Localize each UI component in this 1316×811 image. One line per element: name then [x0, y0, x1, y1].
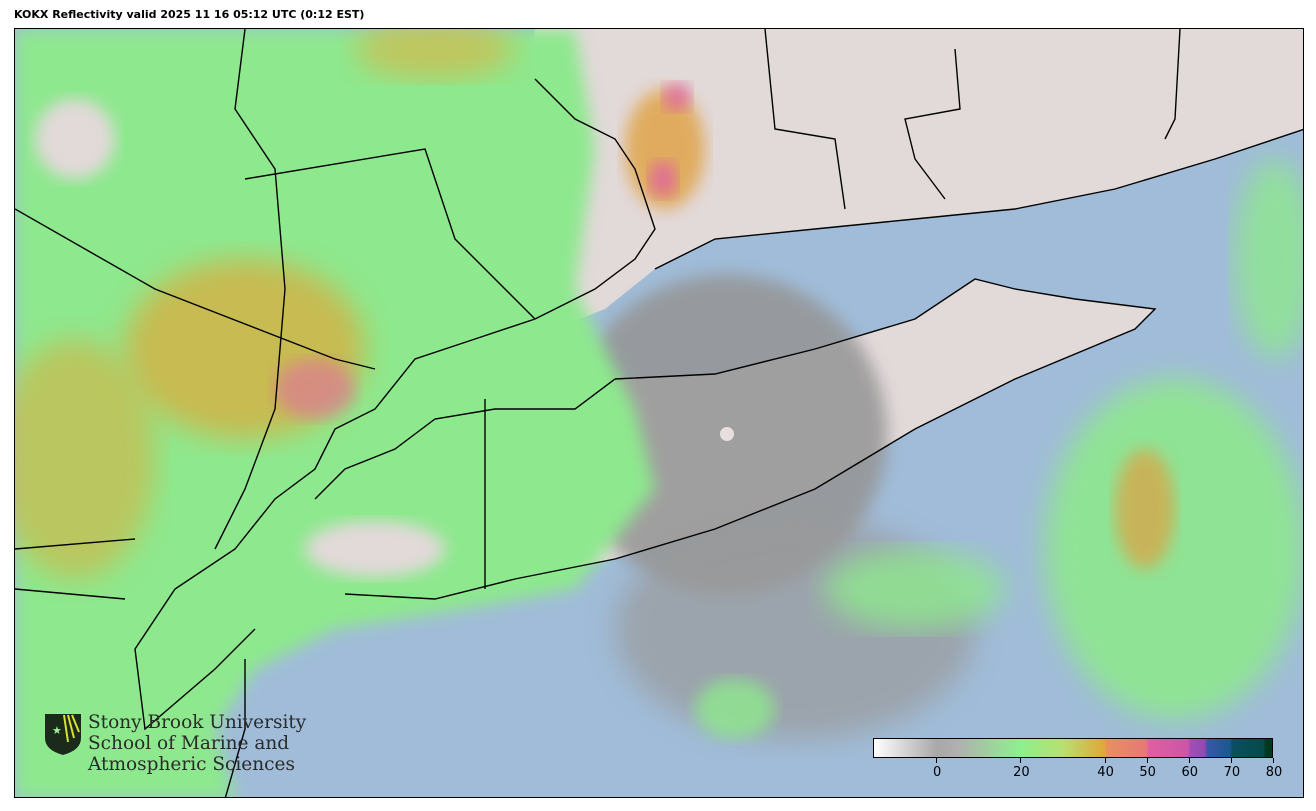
echo-orange-ct [625, 89, 705, 209]
colorbar-tick [1230, 758, 1232, 763]
radar-site [720, 427, 734, 441]
logo-line-3: Atmospheric Sciences [88, 754, 295, 775]
boundaries [15, 29, 1303, 797]
land-clear-nw [35, 99, 115, 179]
shield-logo-icon: ★ [45, 714, 81, 755]
colorbar-tick-label: 40 [1097, 765, 1114, 780]
colorbar-tick-label: 0 [933, 765, 942, 780]
svg-text:★: ★ [52, 724, 62, 737]
sbu-somas-logo: ★ Stony Brook University School of Marin… [44, 712, 306, 775]
colorbar-tick-label: 80 [1265, 765, 1283, 780]
colorbar-tick [1146, 758, 1148, 763]
colorbar-tick [1104, 758, 1106, 763]
radar-map[interactable] [14, 28, 1304, 798]
echo-orange-north [355, 29, 515, 79]
logo-line-2: School of Marine and [88, 733, 290, 754]
reflectivity-colorbar [873, 738, 1273, 758]
logo-line-1: Stony Brook University [88, 712, 307, 733]
echo-orange-west [15, 339, 155, 579]
echo-pink-core [275, 359, 355, 419]
colorbar-tick [1020, 758, 1022, 763]
echo-pink-ct [649, 161, 677, 197]
radar-map-canvas [15, 29, 1303, 797]
echo-orange-east [1115, 449, 1175, 569]
echo-pink-ct-north [663, 83, 691, 111]
echo-green-ne [1235, 159, 1303, 359]
colorbar-tick [1188, 758, 1190, 763]
land-connecticut [515, 29, 1303, 329]
map-title: KOKX Reflectivity valid 2025 11 16 05:12… [14, 8, 365, 21]
echo-green-east [1045, 379, 1303, 719]
colorbar-tick-label: 60 [1181, 765, 1199, 780]
echo-green-south2 [695, 679, 775, 739]
colorbar-tick-label: 20 [1013, 765, 1030, 780]
colorbar-tick-label: 70 [1223, 765, 1241, 780]
colorbar-tick [1273, 758, 1274, 763]
colorbar-tick [936, 758, 938, 763]
echo-green-south [825, 549, 1005, 629]
colorbar-tick-label: 50 [1139, 765, 1156, 780]
land-clear-queens [305, 521, 445, 577]
